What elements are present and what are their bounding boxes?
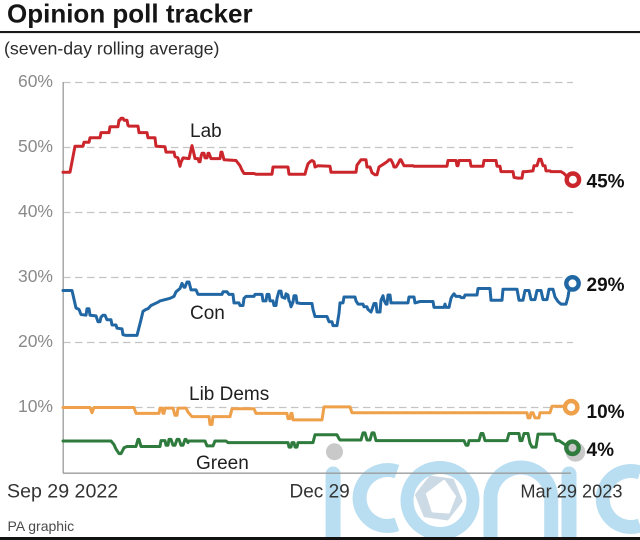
svg-text:10%: 10% xyxy=(18,396,53,416)
svg-text:Dec 29: Dec 29 xyxy=(290,482,350,503)
svg-text:30%: 30% xyxy=(18,266,53,286)
svg-text:40%: 40% xyxy=(18,201,53,221)
svg-text:Green: Green xyxy=(196,453,249,474)
svg-text:20%: 20% xyxy=(18,331,53,351)
svg-text:Con: Con xyxy=(190,303,225,324)
svg-text:PA graphic: PA graphic xyxy=(8,518,75,534)
svg-text:60%: 60% xyxy=(18,71,53,91)
svg-text:4%: 4% xyxy=(587,440,615,461)
svg-text:45%: 45% xyxy=(587,172,625,193)
svg-text:(seven-day rolling average): (seven-day rolling average) xyxy=(4,39,219,59)
svg-text:Lib Dems: Lib Dems xyxy=(189,384,269,405)
svg-text:Sep 29 2022: Sep 29 2022 xyxy=(7,481,118,503)
svg-text:Opinion poll tracker: Opinion poll tracker xyxy=(7,0,253,29)
svg-text:Mar 29 2023: Mar 29 2023 xyxy=(520,482,622,502)
svg-text:10%: 10% xyxy=(587,402,625,423)
svg-text:Lab: Lab xyxy=(190,121,222,142)
svg-text:50%: 50% xyxy=(18,136,53,156)
svg-text:29%: 29% xyxy=(587,275,625,296)
